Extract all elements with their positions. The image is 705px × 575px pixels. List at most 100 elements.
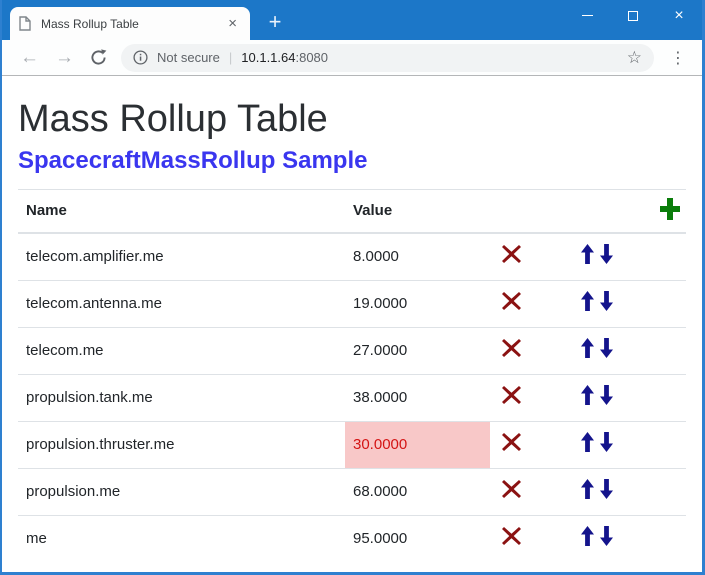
reload-icon[interactable] — [82, 49, 113, 66]
info-icon[interactable] — [133, 50, 148, 65]
arrow-down-icon — [599, 431, 613, 452]
component-name-cell: propulsion.thruster.me — [18, 420, 345, 469]
component-name-cell: telecom.me — [18, 326, 345, 375]
delete-button[interactable] — [501, 385, 521, 404]
window-controls: × — [564, 0, 702, 31]
move-cell — [532, 467, 686, 516]
arrow-up-icon — [581, 431, 595, 452]
tab-close-icon[interactable]: × — [228, 15, 237, 32]
arrow-up-icon — [581, 478, 595, 499]
value-cell: 95.0000 — [345, 514, 490, 562]
delete-x-icon — [501, 291, 521, 310]
arrow-down-icon — [599, 290, 613, 311]
move-cell — [532, 279, 686, 328]
address-bar[interactable]: Not secure | 10.1.1.64:8080 ☆ — [121, 43, 654, 72]
delete-cell — [490, 467, 532, 516]
forward-icon[interactable]: → — [55, 47, 74, 68]
tab-strip: Mass Rollup Table × + × — [2, 0, 702, 40]
table-row: telecom.antenna.me 19.0000 — [18, 279, 686, 328]
arrow-down-icon — [599, 337, 613, 358]
value-cell: 38.0000 — [345, 373, 490, 422]
maximize-button[interactable] — [610, 0, 656, 31]
delete-button[interactable] — [501, 244, 521, 263]
delete-cell — [490, 233, 532, 281]
browser-tab[interactable]: Mass Rollup Table × — [10, 7, 250, 40]
table-row: telecom.me 27.0000 — [18, 326, 686, 375]
mass-rollup-table: Name Value telecom.amplifier.me 8 — [18, 188, 686, 562]
move-cell — [532, 233, 686, 281]
browser-toolbar: ← → Not secure | 10.1.1.64:8080 ☆ ⋮ — [2, 40, 702, 76]
delete-x-icon — [501, 385, 521, 404]
move-up-button[interactable] — [581, 243, 595, 264]
move-down-button[interactable] — [599, 384, 613, 405]
delete-cell — [490, 514, 532, 562]
move-down-button[interactable] — [599, 525, 613, 546]
minimize-icon — [581, 15, 593, 16]
delete-x-icon — [501, 432, 521, 451]
delete-column-header — [490, 188, 532, 234]
url-separator: | — [228, 50, 233, 65]
component-name-cell: propulsion.me — [18, 467, 345, 516]
page-content: Mass Rollup Table SpacecraftMassRollup S… — [2, 76, 702, 572]
arrow-down-icon — [599, 384, 613, 405]
arrow-down-icon — [599, 525, 613, 546]
arrow-up-icon — [581, 337, 595, 358]
table-row: propulsion.me 68.0000 — [18, 467, 686, 516]
move-up-button[interactable] — [581, 290, 595, 311]
table-body: telecom.amplifier.me 8.0000 telecom. — [18, 233, 686, 562]
browser-menu-icon[interactable]: ⋮ — [670, 49, 686, 67]
move-down-button[interactable] — [599, 290, 613, 311]
move-cell — [532, 420, 686, 469]
value-column-header: Value — [345, 188, 490, 234]
move-down-button[interactable] — [599, 243, 613, 264]
delete-button[interactable] — [501, 526, 521, 545]
delete-cell — [490, 420, 532, 469]
page-title: Mass Rollup Table — [18, 98, 328, 140]
value-cell: 68.0000 — [345, 467, 490, 516]
arrow-up-icon — [581, 243, 595, 264]
table-header-row: Name Value — [18, 188, 686, 234]
delete-button[interactable] — [501, 432, 521, 451]
url-port: :8080 — [295, 50, 329, 65]
move-cell — [532, 514, 686, 562]
delete-button[interactable] — [501, 479, 521, 498]
bookmark-star-icon[interactable]: ☆ — [626, 48, 642, 67]
arrow-up-icon — [581, 525, 595, 546]
minimize-button[interactable] — [564, 0, 610, 31]
component-name-cell: me — [18, 514, 345, 562]
value-cell: 27.0000 — [345, 326, 490, 375]
close-icon: × — [674, 6, 684, 24]
new-tab-button[interactable]: + — [268, 9, 282, 34]
move-up-button[interactable] — [581, 525, 595, 546]
move-up-button[interactable] — [581, 384, 595, 405]
arrow-up-icon — [581, 290, 595, 311]
component-name-cell: telecom.amplifier.me — [26, 247, 164, 265]
add-column-header — [532, 188, 686, 234]
plus-icon — [660, 197, 680, 220]
move-down-button[interactable] — [599, 478, 613, 499]
move-up-button[interactable] — [581, 431, 595, 452]
move-up-button[interactable] — [581, 337, 595, 358]
delete-x-icon — [501, 244, 521, 263]
back-icon[interactable]: ← — [20, 47, 39, 68]
delete-button[interactable] — [501, 338, 521, 357]
value-cell: 30.0000 — [345, 420, 490, 469]
delete-button[interactable] — [501, 291, 521, 310]
delete-cell — [490, 279, 532, 328]
arrow-up-icon — [581, 384, 595, 405]
move-cell — [532, 326, 686, 375]
close-window-button[interactable]: × — [656, 0, 702, 31]
delete-x-icon — [501, 338, 521, 357]
url-host: 10.1.1.64 — [241, 50, 296, 65]
add-row-button[interactable] — [660, 197, 680, 220]
move-down-button[interactable] — [599, 431, 613, 452]
delete-cell — [490, 373, 532, 422]
move-down-button[interactable] — [599, 337, 613, 358]
component-name-cell: telecom.antenna.me — [18, 279, 345, 328]
arrow-down-icon — [599, 478, 613, 499]
delete-cell — [490, 326, 532, 375]
table-row: propulsion.tank.me 38.0000 — [18, 373, 686, 422]
move-up-button[interactable] — [581, 478, 595, 499]
value-cell: 8.0000 — [353, 247, 399, 265]
